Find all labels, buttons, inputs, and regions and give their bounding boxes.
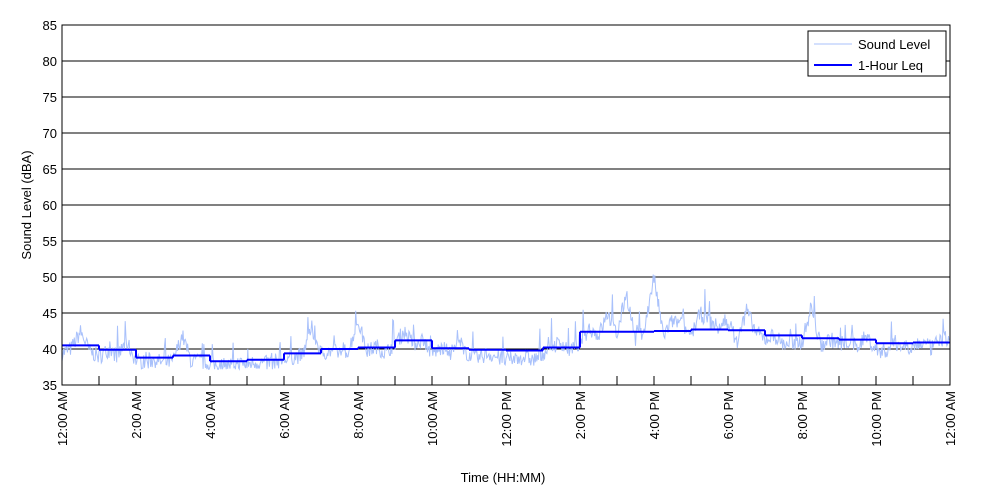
y-tick-label: 55	[43, 234, 57, 249]
y-tick-label: 65	[43, 162, 57, 177]
x-tick-label: 8:00 PM	[795, 391, 810, 439]
x-axis-label: Time (HH:MM)	[461, 470, 546, 485]
grid-lines	[62, 60, 950, 350]
x-tick-label: 4:00 PM	[647, 391, 662, 439]
x-axis-ticks: 12:00 AM 2:00 AM 4:00 AM 6:00 AM 8:00 AM 10:0…	[55, 376, 958, 447]
x-tick-label: 4:00 AM	[203, 391, 218, 439]
legend-box	[807, 30, 947, 77]
x-tick-label: 12:00 PM	[499, 391, 514, 447]
sound-level-line	[61, 274, 950, 371]
x-tick-label: 12:00 AM	[943, 391, 958, 446]
x-tick-label: 6:00 PM	[721, 391, 736, 439]
x-tick-label: 6:00 AM	[277, 391, 292, 439]
x-tick-label: 2:00 AM	[129, 391, 144, 439]
x-tick-label: 8:00 AM	[351, 391, 366, 439]
legend-leq-label: 1-Hour Leq	[858, 58, 923, 73]
legend: Sound Level 1-Hour Leq	[807, 30, 947, 77]
y-tick-label: 80	[43, 54, 57, 69]
y-axis-ticks: 35 40 45 50 55 60 65 70 75 80 85	[43, 18, 57, 393]
y-tick-label: 70	[43, 126, 57, 141]
y-tick-label: 50	[43, 270, 57, 285]
y-tick-label: 75	[43, 90, 57, 105]
x-tick-label: 2:00 PM	[573, 391, 588, 439]
y-axis-label: Sound Level (dBA)	[19, 150, 34, 259]
x-tick-label: 12:00 AM	[55, 391, 70, 446]
y-tick-label: 85	[43, 18, 57, 33]
y-tick-label: 60	[43, 198, 57, 213]
y-tick-label: 45	[43, 306, 57, 321]
leq-series	[62, 328, 950, 363]
y-tick-label: 35	[43, 378, 57, 393]
legend-sound-level-label: Sound Level	[858, 37, 930, 52]
sound-level-series	[61, 274, 950, 371]
x-tick-label: 10:00 PM	[869, 391, 884, 447]
x-tick-label: 10:00 AM	[425, 391, 440, 446]
y-tick-label: 40	[43, 342, 57, 357]
